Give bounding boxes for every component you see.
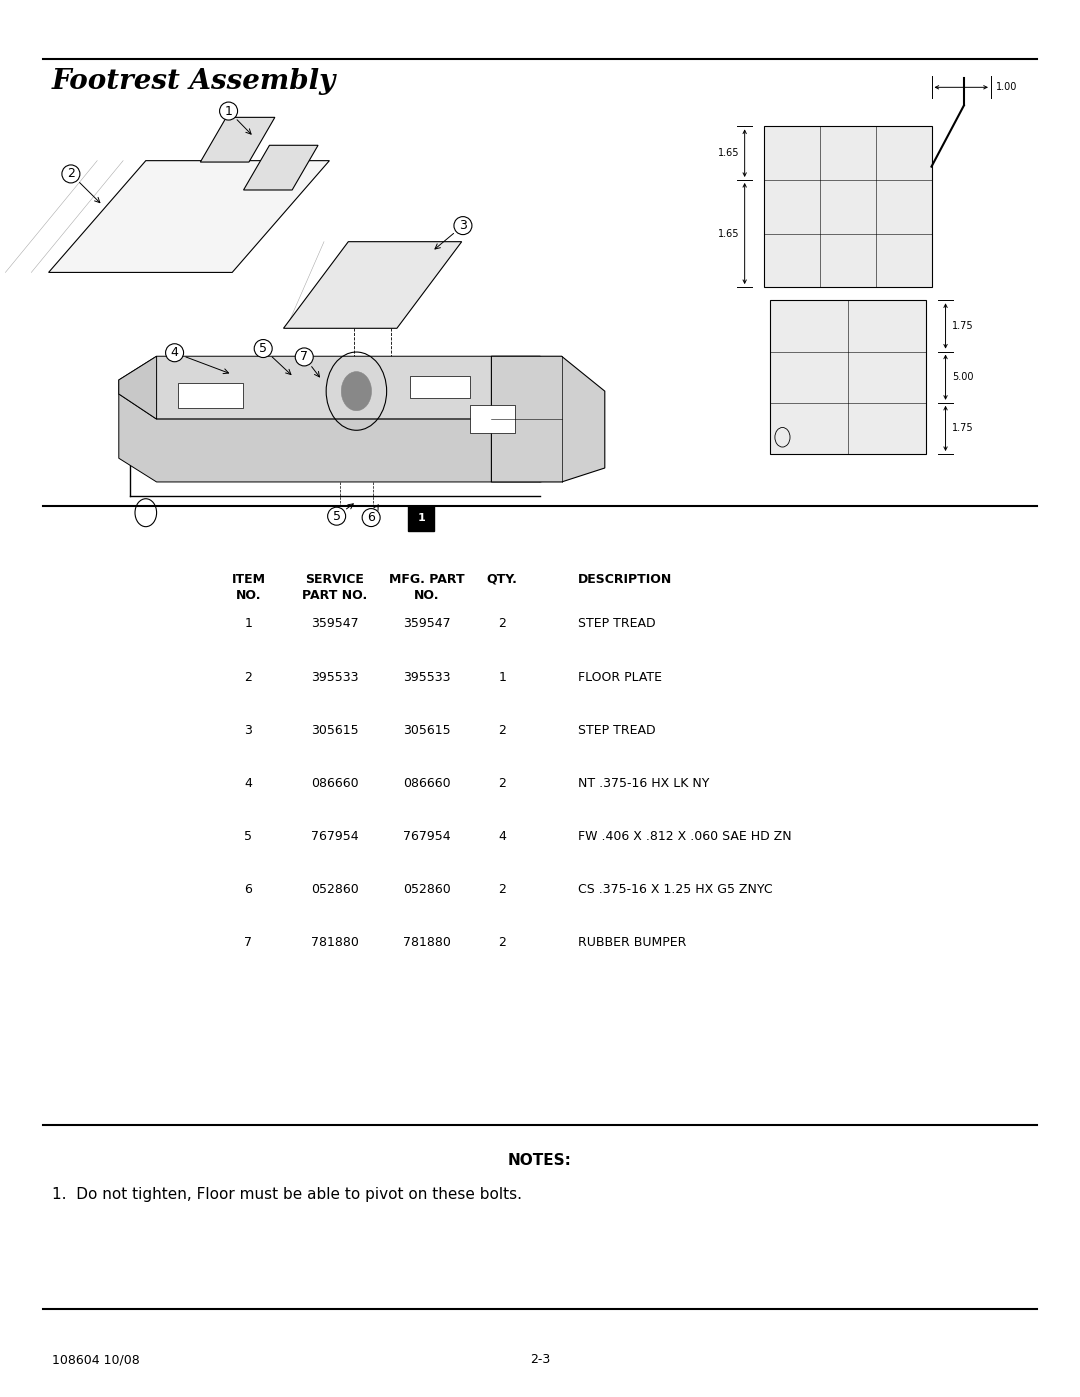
- Text: 7: 7: [244, 936, 253, 949]
- Text: 1.  Do not tighten, Floor must be able to pivot on these bolts.: 1. Do not tighten, Floor must be able to…: [52, 1187, 522, 1203]
- Text: FLOOR PLATE: FLOOR PLATE: [578, 671, 662, 683]
- Bar: [765, 127, 931, 288]
- Text: 359547: 359547: [311, 617, 359, 630]
- Text: 2: 2: [498, 883, 507, 895]
- Text: 359547: 359547: [403, 617, 450, 630]
- Text: 1.65: 1.65: [718, 229, 739, 239]
- Text: 4: 4: [498, 830, 507, 842]
- Text: 5: 5: [259, 342, 291, 374]
- Text: 108604 10/08: 108604 10/08: [52, 1354, 139, 1366]
- Text: 5: 5: [244, 830, 253, 842]
- Text: 5: 5: [333, 504, 353, 522]
- Text: DESCRIPTION: DESCRIPTION: [578, 573, 672, 585]
- Text: 781880: 781880: [403, 936, 450, 949]
- Text: 052860: 052860: [403, 883, 450, 895]
- Bar: [178, 383, 243, 408]
- Text: RUBBER BUMPER: RUBBER BUMPER: [578, 936, 686, 949]
- Text: 7: 7: [300, 351, 320, 377]
- Text: 5.00: 5.00: [953, 372, 973, 383]
- Text: 1: 1: [498, 671, 507, 683]
- Circle shape: [341, 372, 372, 411]
- Text: 1: 1: [244, 617, 253, 630]
- Polygon shape: [283, 242, 462, 328]
- Text: 1.75: 1.75: [953, 423, 974, 433]
- Text: 305615: 305615: [403, 724, 450, 736]
- Text: 2: 2: [498, 936, 507, 949]
- Bar: [410, 376, 470, 398]
- Text: ITEM
NO.: ITEM NO.: [231, 573, 266, 602]
- Text: 2: 2: [498, 777, 507, 789]
- Text: CS .375-16 X 1.25 HX G5 ZNYC: CS .375-16 X 1.25 HX G5 ZNYC: [578, 883, 772, 895]
- Text: STEP TREAD: STEP TREAD: [578, 617, 656, 630]
- Text: 1.00: 1.00: [997, 82, 1017, 92]
- Text: 395533: 395533: [403, 671, 450, 683]
- Polygon shape: [119, 394, 540, 482]
- Bar: [408, 506, 434, 531]
- Text: 3: 3: [435, 219, 467, 249]
- Text: 2: 2: [67, 168, 99, 203]
- Text: 4: 4: [244, 777, 253, 789]
- Text: 3: 3: [244, 724, 253, 736]
- Text: 395533: 395533: [311, 671, 359, 683]
- Text: 767954: 767954: [311, 830, 359, 842]
- Text: 2: 2: [244, 671, 253, 683]
- Text: QTY.: QTY.: [487, 573, 517, 585]
- Polygon shape: [201, 117, 274, 162]
- Polygon shape: [119, 356, 578, 426]
- Polygon shape: [491, 356, 605, 482]
- Polygon shape: [119, 356, 157, 419]
- Text: 2: 2: [498, 617, 507, 630]
- Text: 6: 6: [367, 504, 378, 524]
- Text: FW .406 X .812 X .060 SAE HD ZN: FW .406 X .812 X .060 SAE HD ZN: [578, 830, 792, 842]
- Text: 1.75: 1.75: [953, 321, 974, 331]
- Text: SERVICE
PART NO.: SERVICE PART NO.: [302, 573, 367, 602]
- Text: 1.65: 1.65: [718, 148, 739, 158]
- Text: 086660: 086660: [403, 777, 450, 789]
- Text: STEP TREAD: STEP TREAD: [578, 724, 656, 736]
- Bar: [769, 300, 927, 454]
- Text: Footrest Assembly: Footrest Assembly: [52, 68, 336, 95]
- Text: 305615: 305615: [311, 724, 359, 736]
- Text: 6: 6: [244, 883, 253, 895]
- Text: MFG. PART
NO.: MFG. PART NO.: [389, 573, 464, 602]
- Text: NT .375-16 HX LK NY: NT .375-16 HX LK NY: [578, 777, 710, 789]
- Text: 781880: 781880: [311, 936, 359, 949]
- Text: 4: 4: [171, 346, 229, 373]
- Polygon shape: [49, 161, 329, 272]
- Text: 1: 1: [417, 513, 426, 524]
- Text: NOTES:: NOTES:: [508, 1153, 572, 1168]
- Text: 052860: 052860: [311, 883, 359, 895]
- Text: 2: 2: [498, 724, 507, 736]
- Bar: [470, 405, 515, 433]
- Text: 2-3: 2-3: [530, 1354, 550, 1366]
- Polygon shape: [243, 145, 319, 190]
- Polygon shape: [540, 356, 578, 482]
- Text: 1: 1: [225, 105, 251, 134]
- Text: 767954: 767954: [403, 830, 450, 842]
- Text: 086660: 086660: [311, 777, 359, 789]
